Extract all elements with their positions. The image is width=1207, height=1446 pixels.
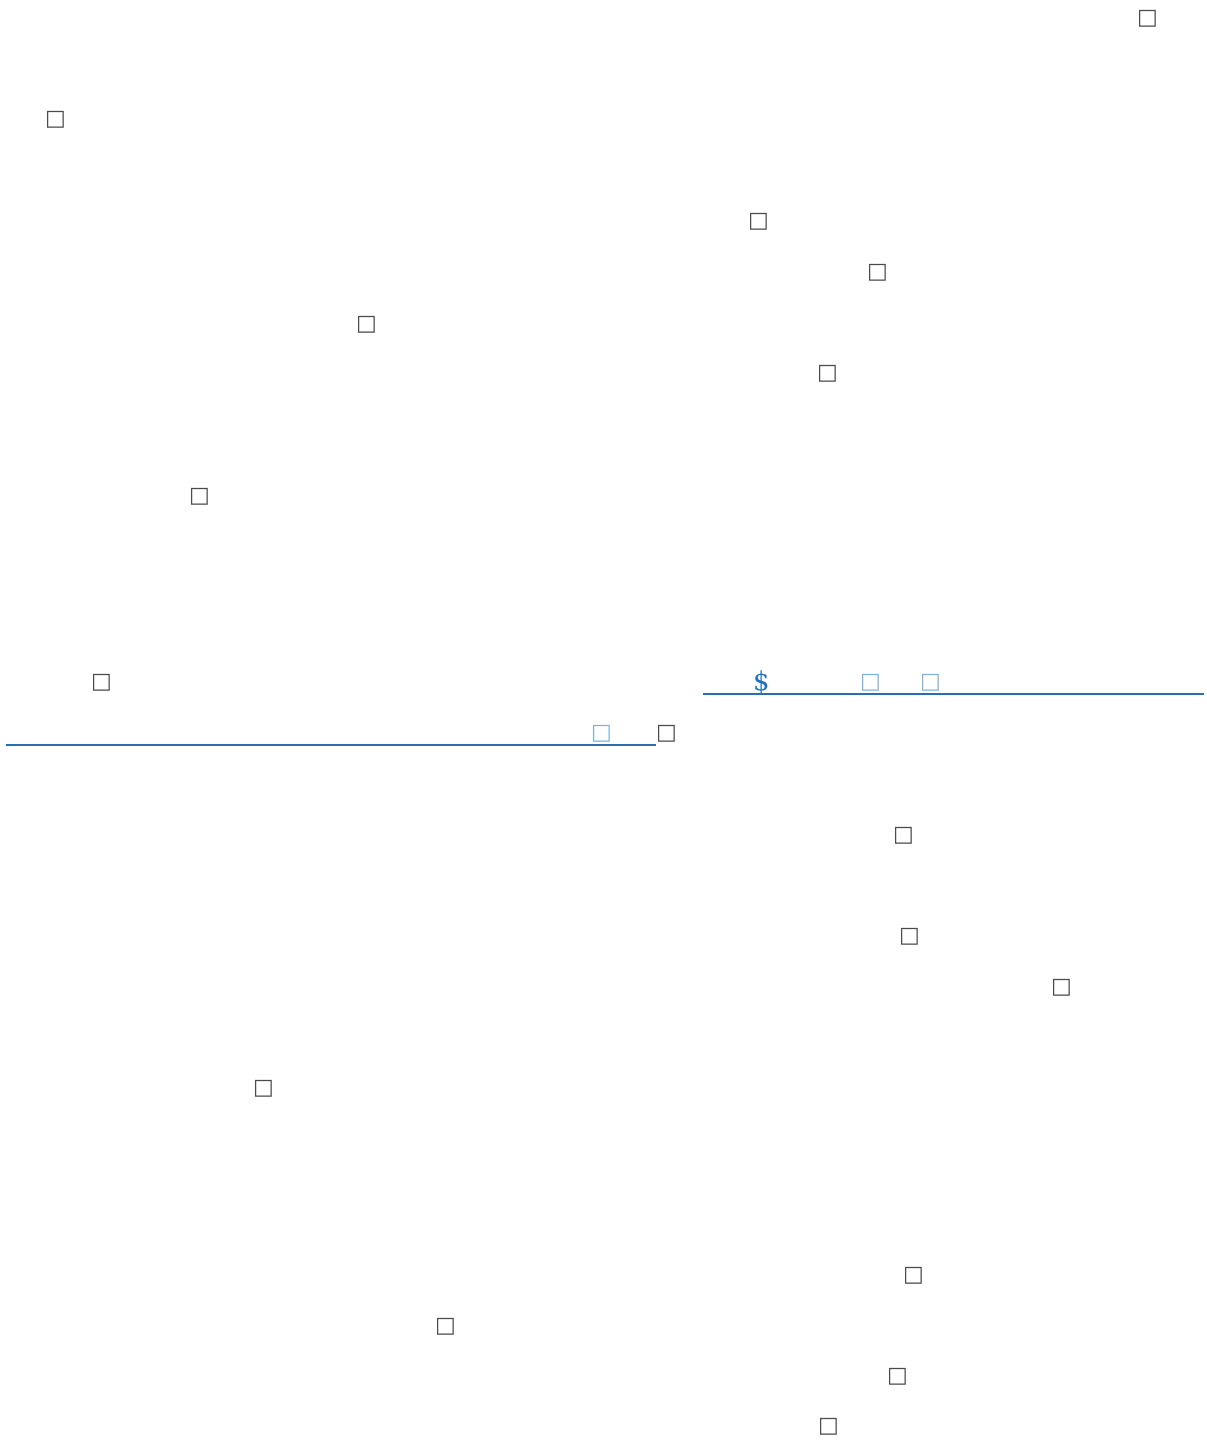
missing-glyph-icon: □ xyxy=(887,1363,908,1388)
missing-glyph-icon: □ xyxy=(91,669,112,694)
missing-glyph-icon: □ xyxy=(920,669,941,694)
missing-glyph-icon: □ xyxy=(818,1413,839,1438)
currency-symbol: $ xyxy=(753,667,770,697)
missing-glyph-icon: □ xyxy=(656,720,677,745)
missing-glyph-icon: □ xyxy=(1051,974,1072,999)
missing-glyph-icon: □ xyxy=(591,720,612,745)
missing-glyph-icon: □ xyxy=(867,259,888,284)
missing-glyph-icon: □ xyxy=(189,483,210,508)
section-rule-left xyxy=(6,744,656,746)
missing-glyph-icon: □ xyxy=(860,669,881,694)
missing-glyph-icon: □ xyxy=(903,1262,924,1287)
missing-glyph-icon: □ xyxy=(253,1075,274,1100)
missing-glyph-icon: □ xyxy=(893,822,914,847)
missing-glyph-icon: □ xyxy=(45,106,66,131)
missing-glyph-icon: □ xyxy=(817,360,838,385)
section-rule-right xyxy=(703,693,1204,695)
missing-glyph-icon: □ xyxy=(1137,5,1158,30)
missing-glyph-icon: □ xyxy=(899,923,920,948)
missing-glyph-icon: □ xyxy=(748,208,769,233)
missing-glyph-icon: □ xyxy=(356,311,377,336)
missing-glyph-icon: □ xyxy=(435,1313,456,1338)
